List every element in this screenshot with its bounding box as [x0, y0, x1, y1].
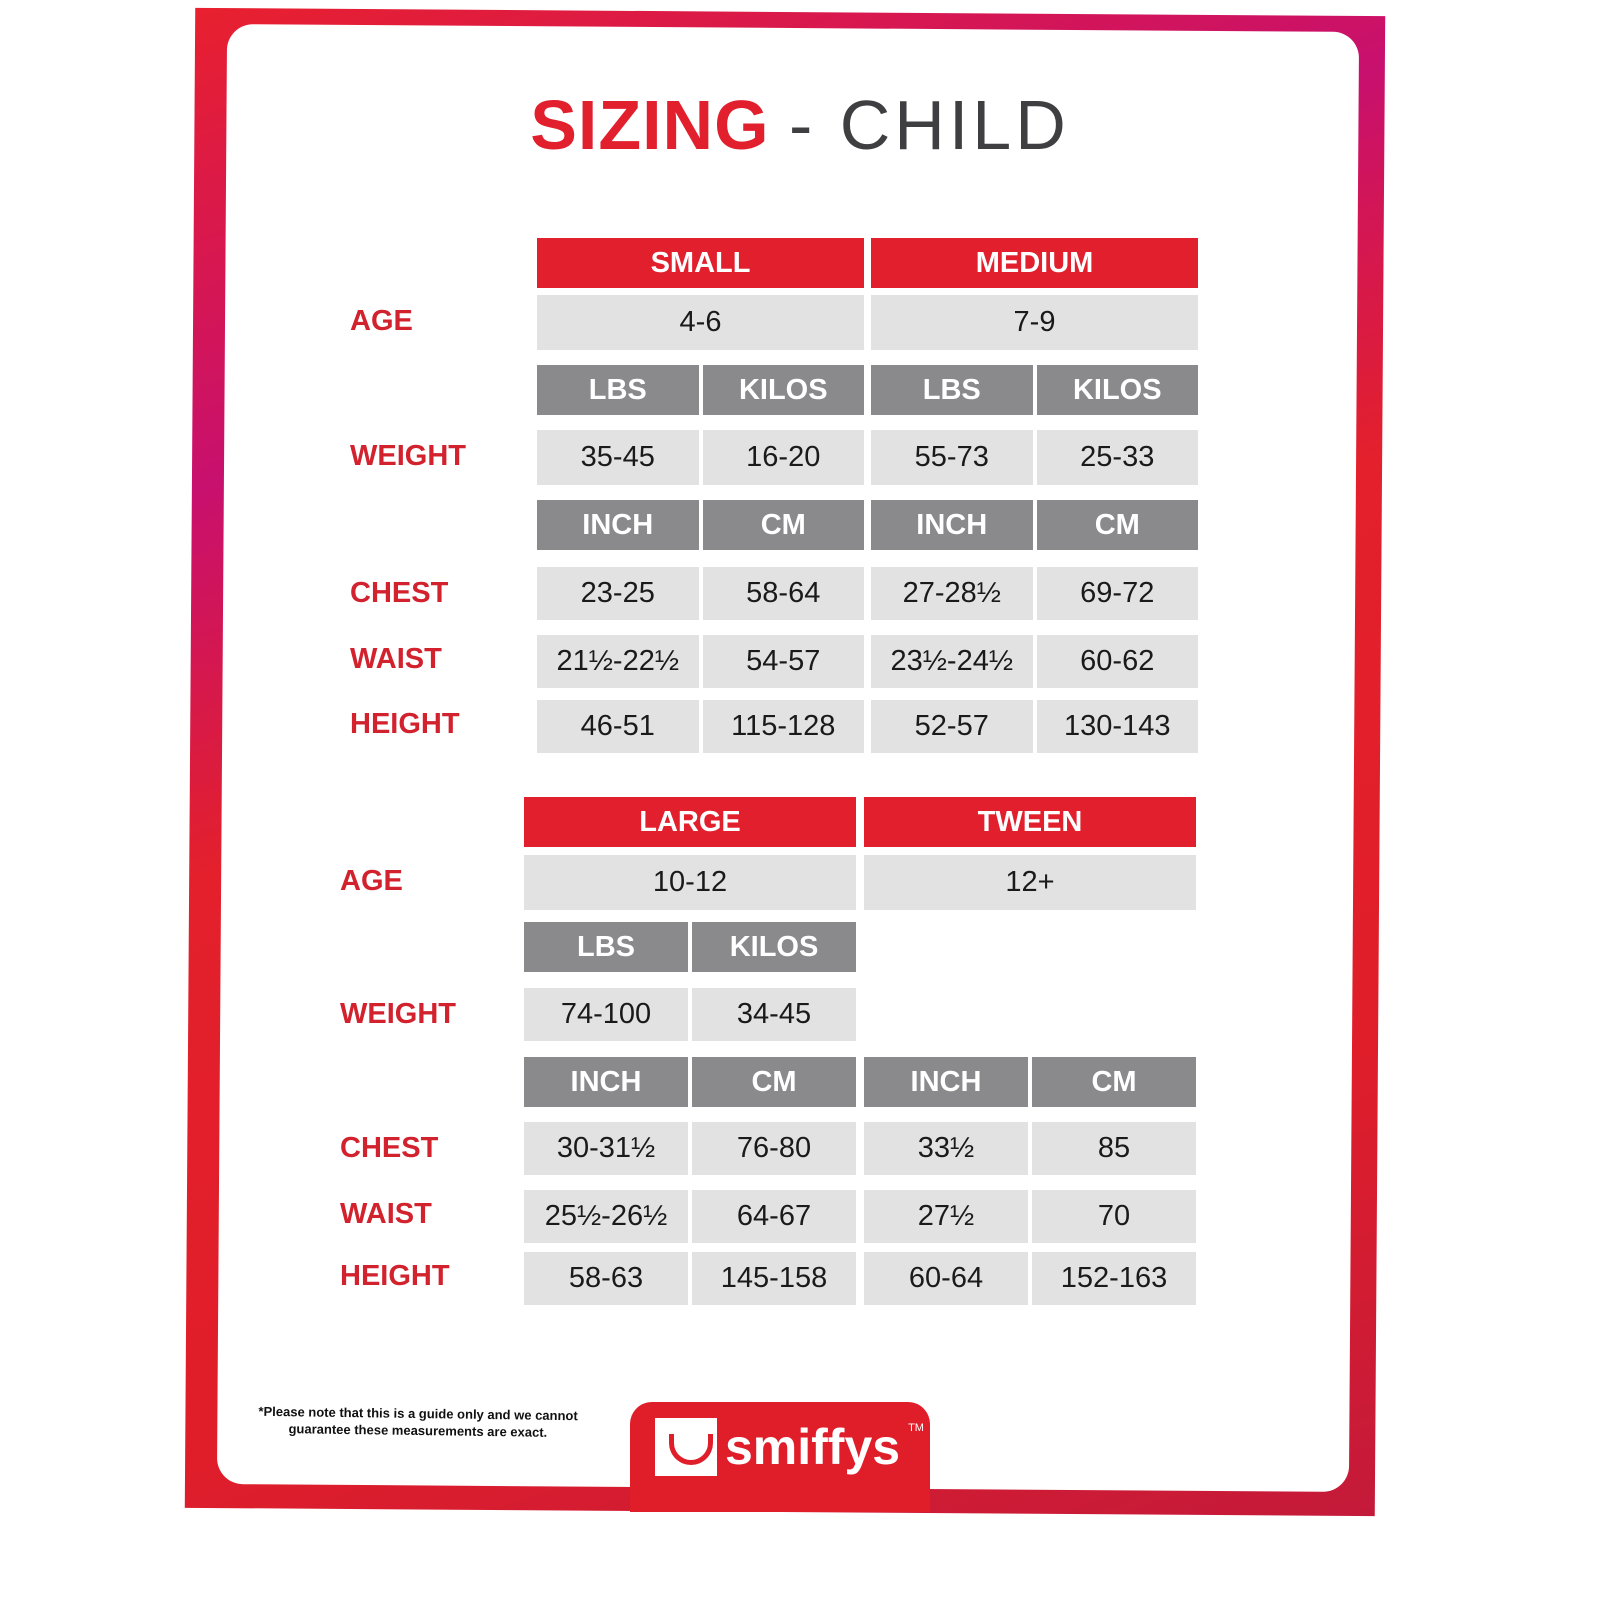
waist-value: 23½-24½ — [871, 635, 1033, 688]
trademark: TM — [908, 1422, 924, 1434]
measure-unit-header: INCH — [524, 1057, 688, 1107]
weight-value: 25-33 — [1036, 430, 1198, 485]
measure-unit-header: CM — [702, 500, 864, 550]
size-header: MEDIUM — [871, 238, 1198, 288]
waist-value: 70 — [1032, 1190, 1196, 1243]
height-value: 130-143 — [1036, 700, 1198, 753]
weight-unit-header: LBS — [871, 365, 1033, 415]
row-label-age: AGE — [350, 305, 413, 337]
height-value: 145-158 — [692, 1252, 856, 1305]
height-value: 46-51 — [537, 700, 699, 753]
height-value: 52-57 — [871, 700, 1033, 753]
weight-unit-header: LBS — [524, 922, 688, 972]
waist-value: 64-67 — [692, 1190, 856, 1243]
row-label-height: HEIGHT — [340, 1260, 450, 1292]
height-value: 115-128 — [702, 700, 864, 753]
waist-value: 60-62 — [1036, 635, 1198, 688]
height-value: 60-64 — [864, 1252, 1028, 1305]
measure-unit-header: CM — [1032, 1057, 1196, 1107]
chest-value: 30-31½ — [524, 1122, 688, 1175]
height-value: 152-163 — [1032, 1252, 1196, 1305]
disclaimer-note: *Please note that this is a guide only a… — [248, 1403, 588, 1442]
size-header: SMALL — [537, 238, 864, 288]
brand-name: smiffys — [725, 1419, 901, 1475]
weight-value: 35-45 — [537, 430, 699, 485]
measure-unit-header: CM — [692, 1057, 856, 1107]
chest-value: 85 — [1032, 1122, 1196, 1175]
smiffys-logo: smiffys TM — [655, 1418, 924, 1476]
waist-value: 27½ — [864, 1190, 1028, 1243]
measure-unit-header: INCH — [864, 1057, 1028, 1107]
title-rest: - CHILD — [789, 86, 1070, 164]
size-header: LARGE — [524, 797, 856, 847]
age-value: 4-6 — [537, 295, 864, 350]
chest-value: 76-80 — [692, 1122, 856, 1175]
chest-value: 58-64 — [702, 567, 864, 620]
weight-value: 34-45 — [692, 988, 856, 1041]
age-value: 7-9 — [871, 295, 1198, 350]
chest-value: 33½ — [864, 1122, 1028, 1175]
weight-unit-header: LBS — [537, 365, 699, 415]
weight-unit-header: KILOS — [692, 922, 856, 972]
row-label-weight: WEIGHT — [350, 440, 466, 472]
chest-value: 27-28½ — [871, 567, 1033, 620]
measure-unit-header: INCH — [537, 500, 699, 550]
weight-value: 74-100 — [524, 988, 688, 1041]
age-value: 12+ — [864, 855, 1196, 910]
size-header: TWEEN — [864, 797, 1196, 847]
row-label-weight: WEIGHT — [340, 998, 456, 1030]
row-label-waist: WAIST — [350, 643, 442, 675]
title-bold: SIZING — [530, 86, 770, 164]
weight-value: 16-20 — [702, 430, 864, 485]
row-label-chest: CHEST — [350, 577, 449, 609]
age-value: 10-12 — [524, 855, 856, 910]
weight-unit-header: KILOS — [1036, 365, 1198, 415]
row-label-height: HEIGHT — [350, 708, 460, 740]
measure-unit-header: INCH — [871, 500, 1033, 550]
chest-value: 69-72 — [1036, 567, 1198, 620]
waist-value: 54-57 — [702, 635, 864, 688]
height-value: 58-63 — [524, 1252, 688, 1305]
waist-value: 25½-26½ — [524, 1190, 688, 1243]
chest-value: 23-25 — [537, 567, 699, 620]
page-title: SIZING - CHILD — [0, 85, 1600, 165]
smile-icon — [655, 1418, 717, 1476]
measure-unit-header: CM — [1036, 500, 1198, 550]
row-label-age: AGE — [340, 865, 403, 897]
row-label-chest: CHEST — [340, 1132, 439, 1164]
waist-value: 21½-22½ — [537, 635, 699, 688]
weight-value: 55-73 — [871, 430, 1033, 485]
weight-unit-header: KILOS — [702, 365, 864, 415]
row-label-waist: WAIST — [340, 1198, 432, 1230]
